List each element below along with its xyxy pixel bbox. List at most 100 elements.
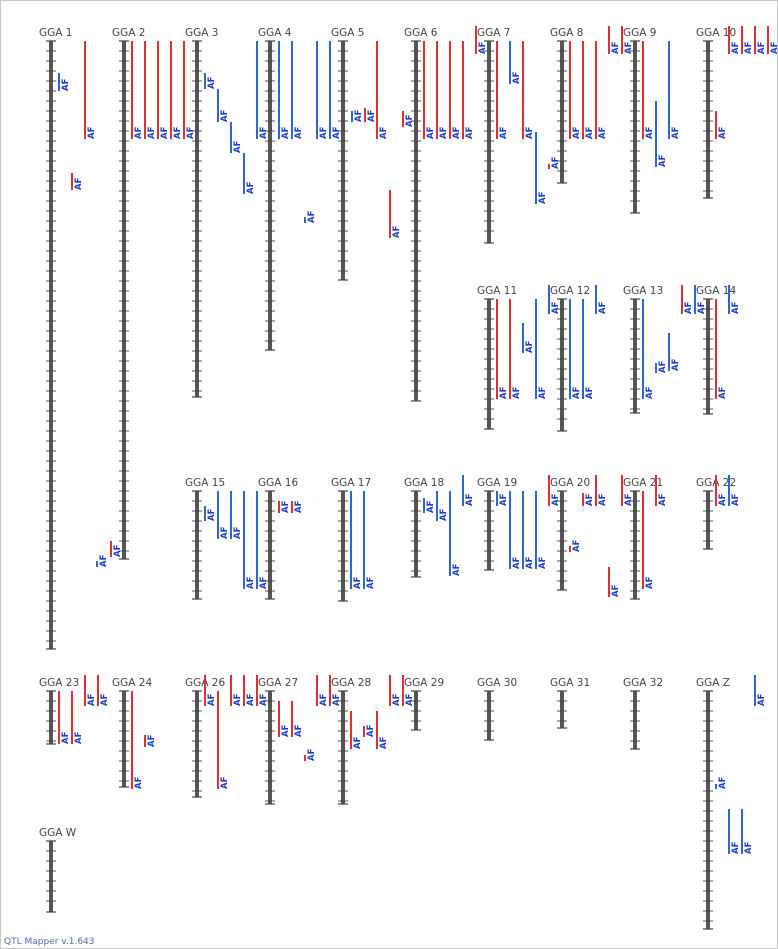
qtl-label: AF bbox=[294, 724, 304, 737]
qtl-label: AF bbox=[220, 526, 230, 539]
gga-8-axis bbox=[560, 41, 564, 183]
qtl-label: AF bbox=[294, 126, 304, 139]
qtl-label: AF bbox=[100, 693, 110, 706]
qtl-label: AF bbox=[645, 126, 655, 139]
qtl-label: AF bbox=[658, 154, 668, 167]
qtl-label: AF bbox=[731, 493, 741, 506]
gga-16-label: GGA 16 bbox=[258, 477, 298, 489]
qtl-label: AF bbox=[281, 126, 291, 139]
gga-22-axis bbox=[706, 491, 710, 549]
gga-23-label: GGA 23 bbox=[39, 677, 79, 689]
gga-9-axis bbox=[633, 41, 637, 213]
qtl-label: AF bbox=[307, 210, 317, 223]
gga-30-label: GGA 30 bbox=[477, 677, 517, 689]
gga-11-axis bbox=[487, 299, 491, 429]
gga-28-axis bbox=[341, 691, 345, 804]
qtl-label: AF bbox=[246, 693, 256, 706]
qtl-label: AF bbox=[499, 493, 509, 506]
qtl-label: AF bbox=[499, 126, 509, 139]
gga-3-label: GGA 3 bbox=[185, 27, 218, 39]
qtl-label: AF bbox=[74, 177, 84, 190]
qtl-label: AF bbox=[99, 554, 109, 567]
qtl-label: AF bbox=[160, 126, 170, 139]
qtl-label: AF bbox=[598, 301, 608, 314]
qtl-label: AF bbox=[332, 693, 342, 706]
qtl-label: AF bbox=[134, 776, 144, 789]
qtl-label: AF bbox=[61, 78, 71, 91]
qtl-label: AF bbox=[354, 109, 364, 122]
qtl-label: AF bbox=[439, 508, 449, 521]
gga-w-label: GGA W bbox=[39, 827, 77, 839]
gga-4-axis bbox=[268, 41, 272, 350]
qtl-label: AF bbox=[624, 41, 634, 54]
gga-5-axis bbox=[341, 41, 345, 280]
qtl-label: AF bbox=[538, 556, 548, 569]
qtl-label: AF bbox=[611, 584, 621, 597]
qtl-label: AF bbox=[697, 301, 707, 314]
gga-24-axis bbox=[122, 691, 126, 787]
gga-8-label: GGA 8 bbox=[550, 27, 583, 39]
qtl-label: AF bbox=[426, 126, 436, 139]
qtl-label: AF bbox=[367, 109, 377, 122]
qtl-label: AF bbox=[392, 225, 402, 238]
gga-30-axis bbox=[487, 691, 491, 740]
qtl-label: AF bbox=[551, 156, 561, 169]
qtl-label: AF bbox=[658, 360, 668, 373]
qtl-label: AF bbox=[658, 493, 668, 506]
gga-32-label: GGA 32 bbox=[623, 677, 663, 689]
qtl-label: AF bbox=[512, 71, 522, 84]
qtl-label: AF bbox=[246, 576, 256, 589]
qtl-label: AF bbox=[731, 301, 741, 314]
gga-20-label: GGA 20 bbox=[550, 477, 590, 489]
gga-20-axis bbox=[560, 491, 564, 590]
gga-21-axis bbox=[633, 491, 637, 599]
gga-26-axis bbox=[195, 691, 199, 797]
qtl-label: AF bbox=[87, 126, 97, 139]
qtl-label: AF bbox=[452, 563, 462, 576]
qtl-label: AF bbox=[379, 736, 389, 749]
app-version-footer: QTL Mapper v.1.643 bbox=[4, 937, 95, 947]
gga-z-label: GGA Z bbox=[696, 677, 730, 689]
qtl-label: AF bbox=[572, 126, 582, 139]
gga-15-label: GGA 15 bbox=[185, 477, 225, 489]
qtl-label: AF bbox=[645, 576, 655, 589]
gga-10-label: GGA 10 bbox=[696, 27, 736, 39]
gga-31-label: GGA 31 bbox=[550, 677, 590, 689]
gga-10-axis bbox=[706, 41, 710, 198]
gga-14-label: GGA 14 bbox=[696, 285, 736, 297]
gga-27-label: GGA 27 bbox=[258, 677, 298, 689]
gga-13-label: GGA 13 bbox=[623, 285, 663, 297]
qtl-label: AF bbox=[233, 526, 243, 539]
qtl-label: AF bbox=[512, 386, 522, 399]
qtl-label: AF bbox=[405, 693, 415, 706]
qtl-label: AF bbox=[718, 493, 728, 506]
gga-9-label: GGA 9 bbox=[623, 27, 656, 39]
qtl-label: AF bbox=[392, 693, 402, 706]
qtl-label: AF bbox=[718, 386, 728, 399]
gga-12-axis bbox=[560, 299, 564, 431]
gga-15-axis bbox=[195, 491, 199, 599]
qtl-label: AF bbox=[718, 776, 728, 789]
qtl-label: AF bbox=[259, 126, 269, 139]
qtl-label: AF bbox=[405, 114, 415, 127]
qtl-label: AF bbox=[452, 126, 462, 139]
qtl-label: AF bbox=[731, 41, 741, 54]
qtl-label: AF bbox=[624, 493, 634, 506]
qtl-label: AF bbox=[259, 576, 269, 589]
gga-29-label: GGA 29 bbox=[404, 677, 444, 689]
qtl-label: AF bbox=[598, 493, 608, 506]
qtl-label: AF bbox=[572, 386, 582, 399]
qtl-label: AF bbox=[307, 748, 317, 761]
qtl-label: AF bbox=[744, 41, 754, 54]
qtl-label: AF bbox=[379, 126, 389, 139]
qtl-label: AF bbox=[113, 544, 123, 557]
qtl-label: AF bbox=[525, 340, 535, 353]
gga-14-axis bbox=[706, 299, 710, 414]
gga-11-label: GGA 11 bbox=[477, 285, 517, 297]
gga-32-axis bbox=[633, 691, 637, 749]
qtl-label: AF bbox=[585, 126, 595, 139]
qtl-label: AF bbox=[585, 386, 595, 399]
qtl-label: AF bbox=[233, 140, 243, 153]
qtl-label: AF bbox=[281, 500, 291, 513]
